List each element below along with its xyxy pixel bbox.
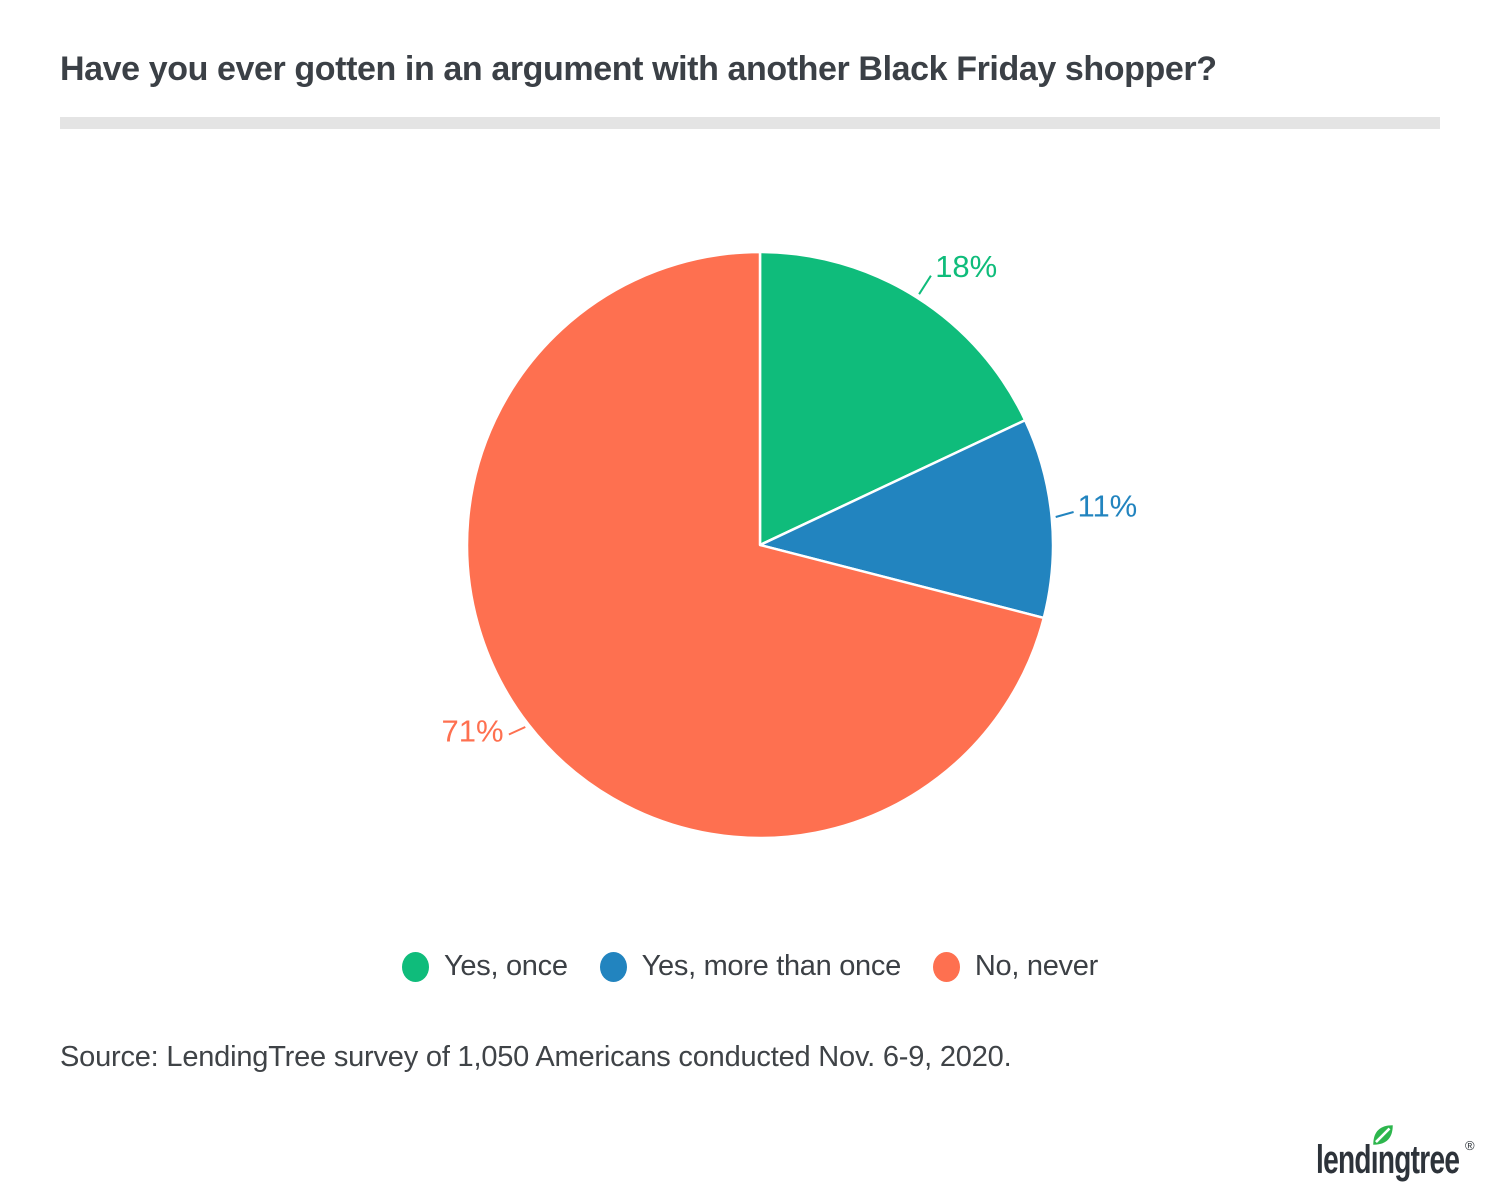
legend-item-no-never: No, never: [932, 950, 1098, 983]
chart-legend: Yes, once Yes, more than once No, never: [0, 950, 1500, 983]
legend-swatch-no-never: [932, 951, 960, 982]
logo-wordmark: lendıngtree: [1316, 1138, 1460, 1182]
slice-label-0: 18%: [935, 249, 997, 284]
lendingtree-logo: lendıngtree ®: [1316, 1122, 1486, 1186]
legend-item-yes-more-than-once: Yes, more than once: [599, 950, 902, 983]
slice-leader-1: [1055, 511, 1074, 518]
title-divider: [60, 117, 1440, 129]
pie-chart: 18% 11% 71%: [442, 249, 1138, 840]
legend-item-yes-once: Yes, once: [402, 950, 568, 983]
leaf-icon: [1373, 1125, 1393, 1145]
registered-mark: ®: [1465, 1138, 1475, 1153]
slice-label-2: 71%: [442, 714, 504, 749]
pie-slice-1: [758, 418, 1055, 620]
legend-label-yes-once: Yes, once: [444, 950, 568, 982]
legend-swatch-yes-more-than-once: [599, 951, 627, 982]
pie-slice-0: [758, 250, 1027, 547]
slice-label-1: 11%: [1078, 488, 1138, 523]
slice-leader-2: [508, 726, 526, 736]
legend-swatch-yes-once: [402, 951, 430, 982]
legend-label-yes-more-than-once: Yes, more than once: [641, 950, 902, 982]
slice-leader-0: [918, 275, 932, 295]
source-text: Source: LendingTree survey of 1,050 Amer…: [60, 1041, 1012, 1073]
legend-label-no-never: No, never: [974, 950, 1098, 982]
pie-slice-2: [465, 250, 1046, 840]
page-title: Have you ever gotten in an argument with…: [60, 50, 1217, 88]
